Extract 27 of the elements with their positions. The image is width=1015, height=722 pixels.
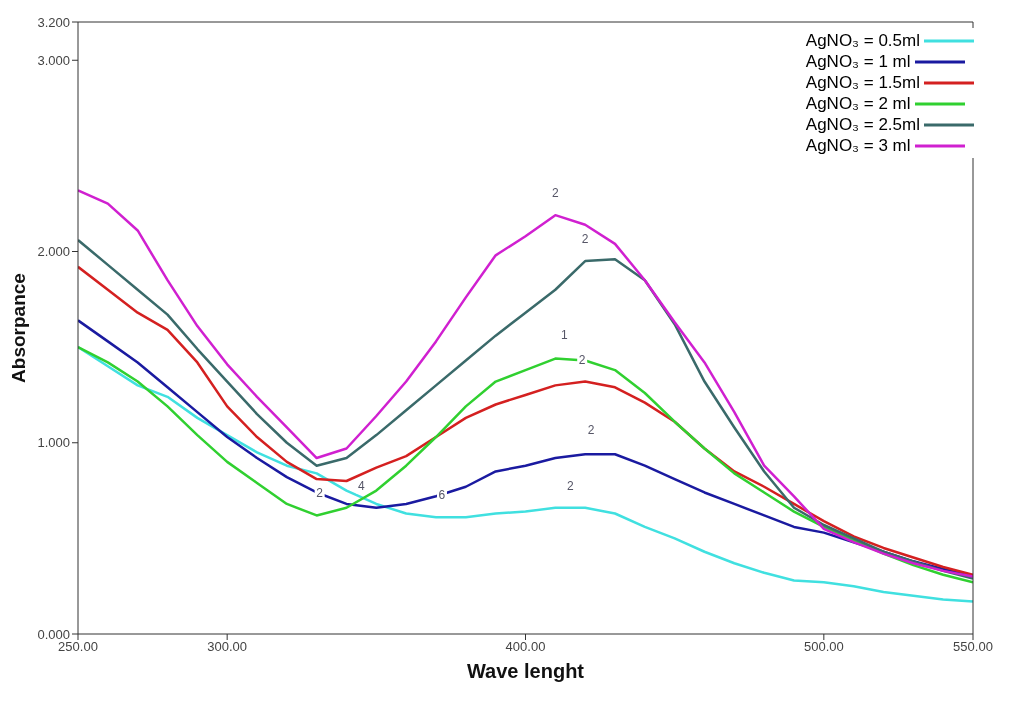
legend-label: AgNO₃ = 1.5ml <box>805 72 920 93</box>
annotation: 2 <box>316 486 324 501</box>
annotation: 4 <box>358 478 366 493</box>
legend-label: AgNO₃ = 3 ml <box>805 135 911 156</box>
legend-label: AgNO₃ = 2 ml <box>805 93 911 114</box>
legend-label: AgNO₃ = 2.5ml <box>805 114 920 135</box>
y-tick-label: 3.000 <box>37 52 70 68</box>
y-tick-label: 0.000 <box>37 626 70 642</box>
x-tick-label: 500.00 <box>803 639 844 655</box>
annotation: 1 <box>560 327 568 342</box>
legend-label: AgNO₃ = 0.5ml <box>805 30 920 51</box>
x-tick-label: 300.00 <box>207 639 248 655</box>
x-axis-title: Wave lenght <box>466 660 585 682</box>
y-tick-label: 2.000 <box>37 244 70 260</box>
x-tick-label: 250.00 <box>58 639 98 655</box>
x-tick-label: 550.00 <box>953 639 993 655</box>
annotation: 2 <box>566 478 574 493</box>
annotation: 2 <box>578 352 586 367</box>
x-tick-label: 400.00 <box>505 639 546 655</box>
y-axis-title: Absorpance <box>7 273 29 383</box>
annotation: 2 <box>581 232 589 247</box>
y-tick-label: 1.000 <box>37 435 70 451</box>
annotation: 6 <box>438 488 446 503</box>
legend-label: AgNO₃ = 1 ml <box>805 51 911 72</box>
annotation: 2 <box>587 423 595 438</box>
y-tick-label: 3.200 <box>37 14 70 30</box>
annotation: 2 <box>551 186 559 201</box>
